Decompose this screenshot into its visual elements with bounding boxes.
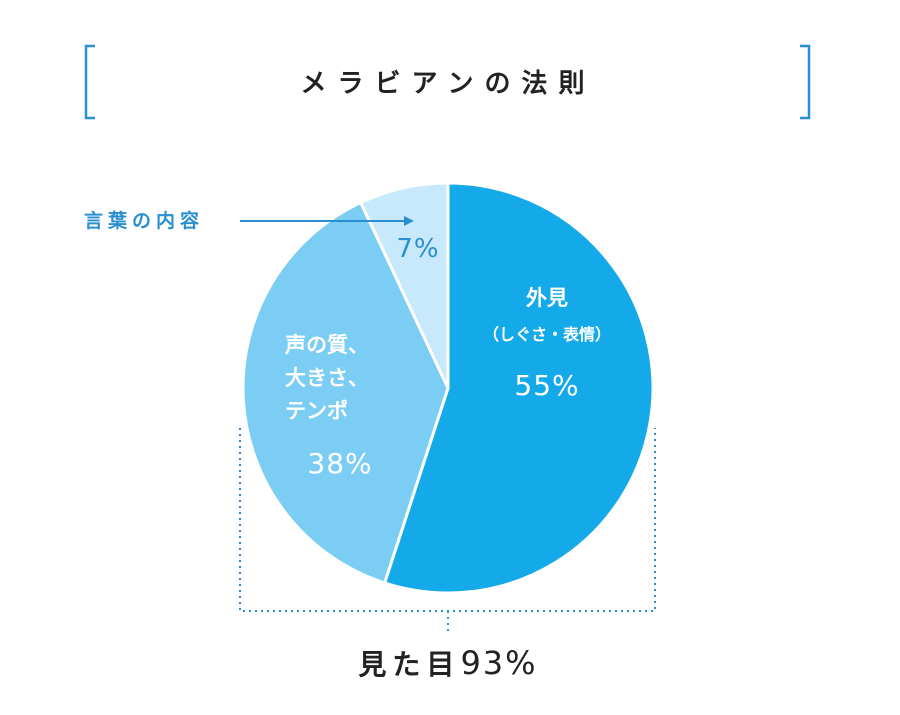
slice-label-voice-line1: 声の質、: [284, 333, 369, 357]
pie-slice-appearance: [383, 181, 655, 595]
pie-slices: [241, 181, 655, 595]
chart-title: メラビアンの法則: [301, 69, 596, 99]
callout-label-words: 言葉の内容: [84, 209, 204, 232]
slice-value-words: 7%: [396, 234, 439, 264]
title-bracket-right: [800, 44, 811, 120]
pie-slice-voice: [241, 201, 450, 585]
slice-label-appearance-line2: （しぐさ・表情）: [483, 325, 611, 344]
slice-label-voice-line3: テンポ: [285, 399, 348, 423]
title-bracket-left: [84, 44, 95, 120]
summary-label: 見た目: [358, 648, 460, 681]
slice-label-appearance-line1: 外見: [526, 286, 568, 310]
pie-slice-words: [359, 181, 450, 390]
summary-value: 93%: [460, 644, 537, 682]
slice-label-voice-line2: 大きさ、: [285, 366, 369, 390]
callout-arrowhead: [404, 216, 414, 226]
slice-value-voice: 38%: [307, 447, 372, 480]
summary-text: 見た目93%: [358, 644, 537, 682]
slice-value-appearance: 55%: [514, 369, 579, 402]
